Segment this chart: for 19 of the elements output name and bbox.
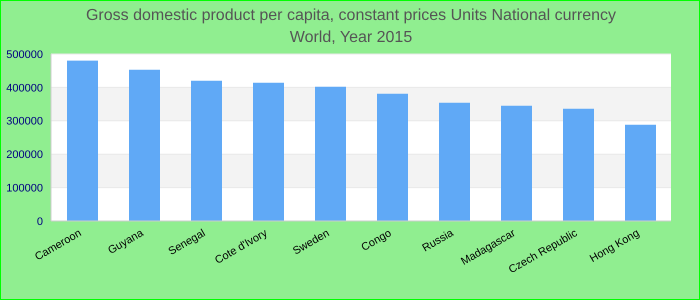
chart-title: Gross domestic product per capita, constant prices Units National currency	[84, 6, 617, 26]
y-tick-label: 200000	[6, 149, 43, 162]
y-tick-label: 400000	[6, 82, 43, 94]
bar	[315, 86, 346, 221]
y-tick-label: 300000	[6, 116, 43, 128]
bar	[253, 82, 284, 221]
chart-subtitle: World, Year 2015	[288, 28, 414, 48]
bar	[129, 70, 160, 221]
bar	[439, 102, 470, 221]
y-tick-label: 500000	[6, 48, 43, 61]
bar	[191, 80, 222, 221]
bar	[563, 108, 594, 221]
bar	[67, 60, 98, 221]
y-tick-label: 100000	[6, 182, 43, 195]
bar	[377, 94, 408, 221]
x-tick-label: Hong Kong	[588, 227, 642, 266]
bar	[501, 106, 532, 221]
y-tick-label: 0	[36, 216, 43, 228]
bar	[625, 124, 656, 221]
